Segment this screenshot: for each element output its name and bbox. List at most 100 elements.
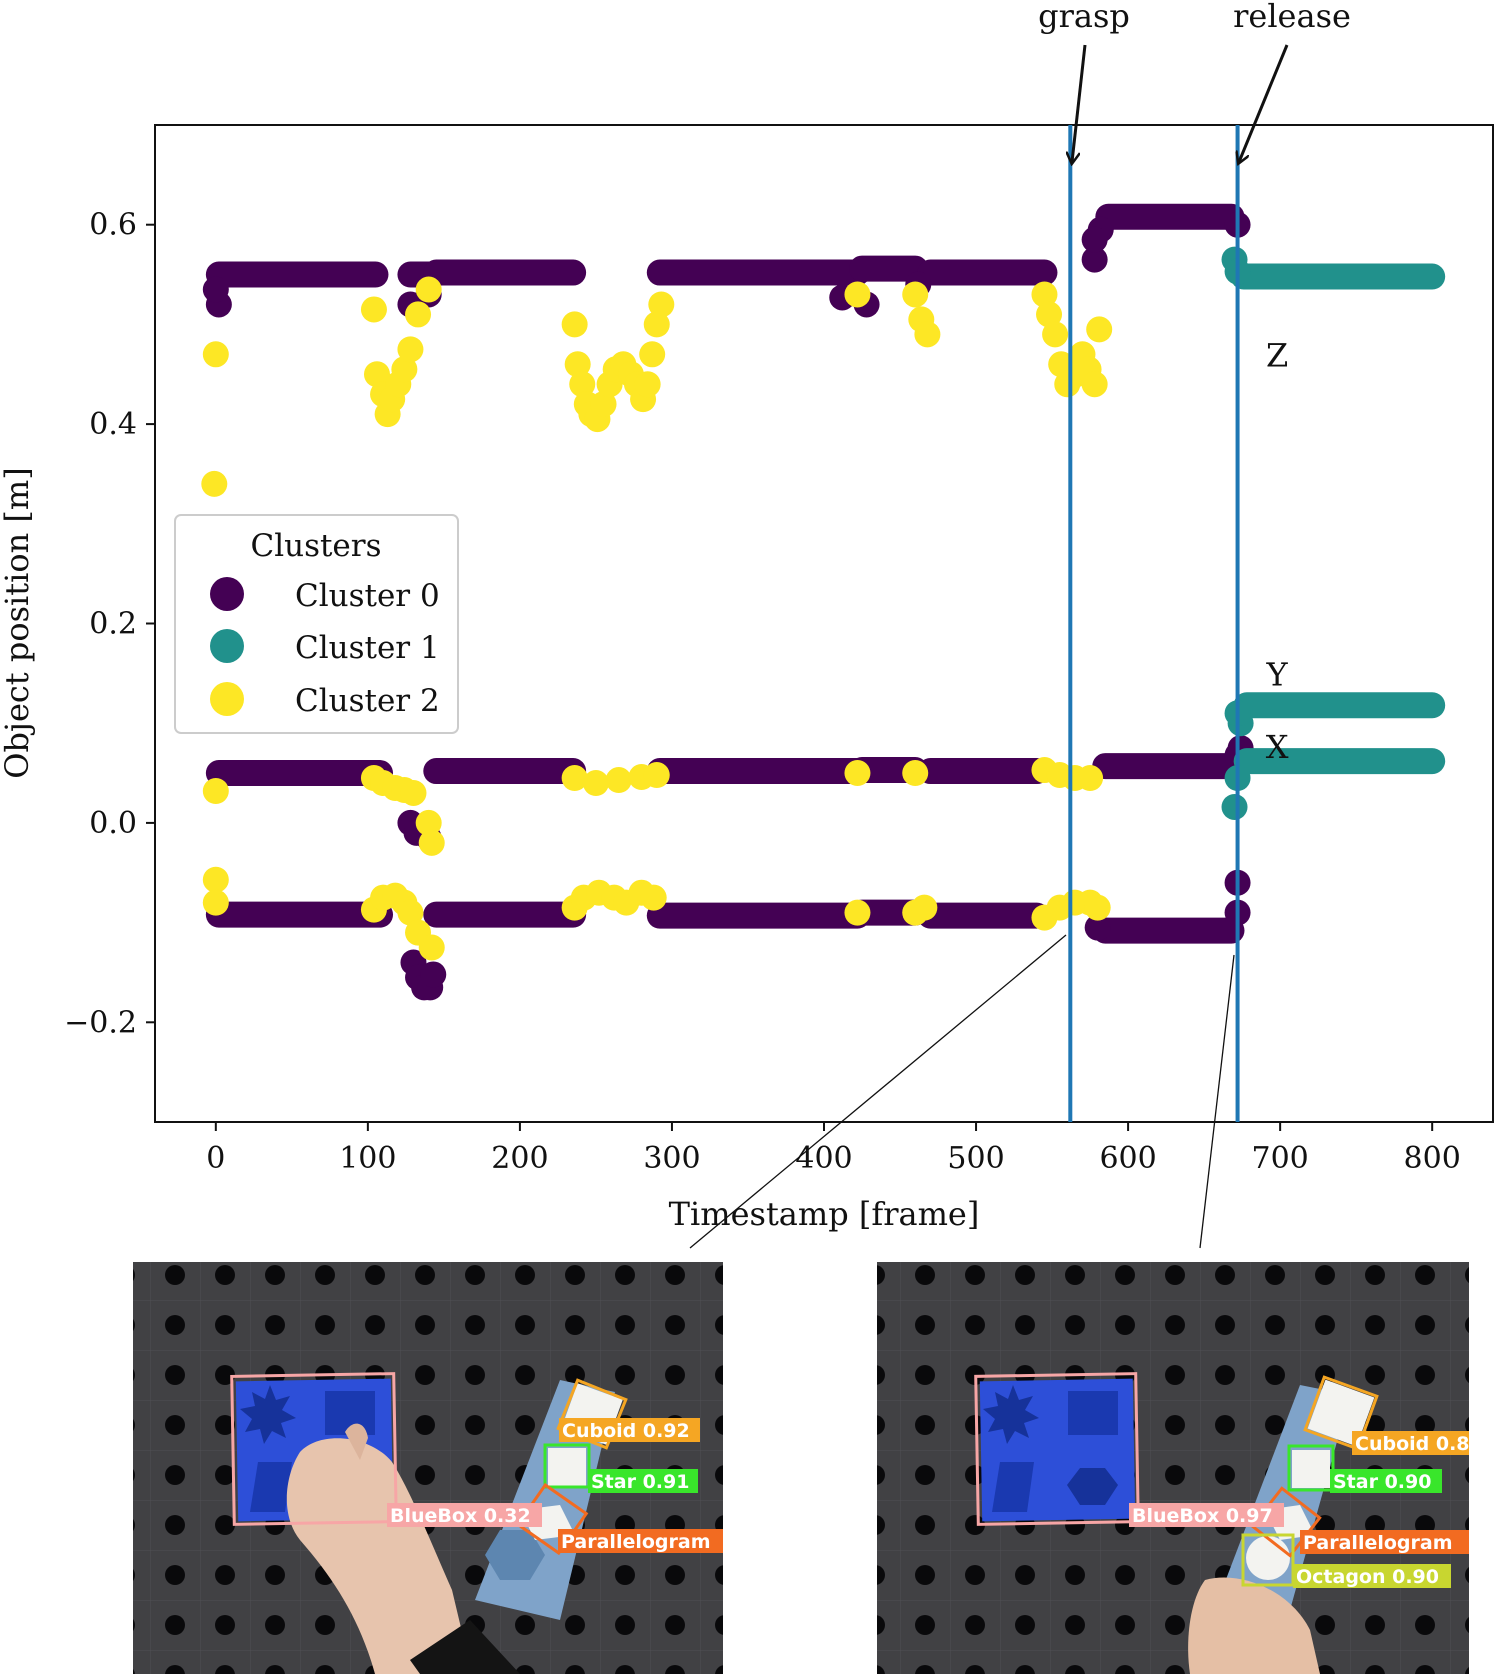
cluster-2-point: [643, 311, 670, 338]
detection-label-octagon-right: Octagon 0.90: [1296, 1566, 1439, 1588]
legend-label-cluster-1: Cluster 1: [295, 630, 440, 666]
grasp-arrow: [1072, 44, 1087, 162]
cluster-0-point: [1081, 226, 1108, 253]
detection-label-cuboid-right: Cuboid 0.8: [1355, 1433, 1470, 1455]
y-tick-label: 0.0: [89, 806, 137, 841]
cluster-0-point: [420, 961, 447, 988]
cluster-2-point: [360, 296, 387, 323]
cluster-2-point: [418, 934, 445, 961]
x-axis-title: Timestamp [frame]: [669, 1195, 980, 1233]
x-tick-label: 200: [491, 1141, 548, 1176]
release-arrow: [1239, 44, 1289, 162]
cluster-2-point: [1036, 301, 1063, 328]
cluster-2-point: [844, 760, 871, 787]
y-axis-title: Object position [m]: [0, 467, 36, 778]
event-lines: [1068, 125, 1240, 1122]
detection-label-cuboid: Cuboid 0.92: [562, 1420, 690, 1442]
detection-label-bluebox: BlueBox 0.32: [390, 1505, 531, 1527]
x-tick-label: 700: [1252, 1141, 1309, 1176]
cluster-2-point: [202, 866, 229, 893]
detection-label-star-right: Star 0.90: [1333, 1471, 1431, 1493]
cluster-2-point: [582, 770, 609, 797]
legend-label-cluster-0: Cluster 0: [295, 578, 440, 614]
cluster-2-point: [405, 301, 432, 328]
coordinate-labels: Z YX: [1266, 336, 1289, 766]
x-tick-label: 400: [795, 1141, 852, 1176]
cluster-2-point: [1086, 316, 1113, 343]
y-tick-label: 0.4: [89, 407, 137, 442]
cluster-2-point: [415, 809, 442, 836]
cluster-2-point: [634, 371, 661, 398]
hand-right: [1188, 1577, 1320, 1674]
coordinate-label-z: Z: [1266, 336, 1288, 374]
cluster-2-point: [363, 361, 390, 388]
cluster-2-point: [911, 894, 938, 921]
cluster-2-point: [844, 281, 871, 308]
cluster-2-point: [397, 336, 424, 363]
cluster-2-point: [569, 371, 596, 398]
cluster-2-point: [1084, 894, 1111, 921]
hand-left: [286, 1438, 472, 1674]
cluster-2-point: [201, 470, 228, 497]
cluster-2-point: [844, 899, 871, 926]
x-tick-label: 800: [1404, 1141, 1461, 1176]
cluster-2-point: [1031, 281, 1058, 308]
detection-box-cuboid-right: [1303, 1375, 1379, 1451]
coordinate-label-x: X: [1266, 728, 1289, 766]
cluster-2-point: [561, 311, 588, 338]
cluster-2-point: [391, 356, 418, 383]
cluster-2-point: [639, 341, 666, 368]
coordinate-label-y: Y: [1266, 655, 1289, 693]
legend-marker-cluster-0: [210, 577, 244, 611]
legend-marker-cluster-2: [210, 682, 244, 716]
cluster-2-point: [397, 899, 424, 926]
axis-ticks: 0 100 200 300 400 500 600 700 800 −0.2 0.0 0.2 0.4 0.…: [64, 208, 1461, 1176]
detection-box-bluebox-right: [974, 1372, 1140, 1526]
x-tick-label: 300: [643, 1141, 700, 1176]
cluster-0-point: [1084, 914, 1111, 941]
y-tick-label: −0.2: [64, 1005, 137, 1040]
x-tick-label: 500: [947, 1141, 1004, 1176]
cluster-2-point: [202, 889, 229, 916]
blue-box-object-right: [979, 1378, 1136, 1522]
cluster-2-point: [400, 779, 427, 806]
grasp-camera-frame: Cuboid 0.92 Star 0.91 BlueBox 0.32 Paral…: [133, 1262, 723, 1674]
cluster-2-point: [914, 321, 941, 348]
cluster-1-point: [1221, 793, 1248, 820]
series-cluster-0: [202, 203, 1254, 1001]
x-tick-label: 100: [339, 1141, 396, 1176]
cluster-2-point: [1081, 371, 1108, 398]
detection-label-star: Star 0.91: [591, 1471, 689, 1493]
detection-box-star: [543, 1443, 591, 1489]
x-tick-label: 600: [1099, 1141, 1156, 1176]
legend-title: Clusters: [250, 528, 381, 564]
legend: Clusters Cluster 0 Cluster 1 Cluster 2: [174, 514, 459, 734]
cluster-2-point: [605, 767, 632, 794]
cluster-2-point: [902, 281, 929, 308]
cluster-2-point: [643, 762, 670, 789]
cluster-2-point: [1042, 321, 1069, 348]
detection-label-parallelogram: Parallelogram: [561, 1531, 711, 1553]
cluster-2-point: [640, 884, 667, 911]
cluster-2-point: [418, 829, 445, 856]
cluster-0-point: [1081, 246, 1108, 273]
cluster-2-point: [590, 391, 617, 418]
cluster-2-point: [415, 276, 442, 303]
cluster-0-point: [202, 276, 229, 303]
y-tick-label: 0.2: [89, 607, 137, 642]
legend-marker-cluster-1: [210, 629, 244, 663]
cluster-2-point: [1077, 765, 1104, 792]
cluster-2-point: [202, 341, 229, 368]
scatter-series: [201, 203, 1446, 1001]
detection-label-bluebox-right: BlueBox 0.97: [1132, 1505, 1273, 1527]
detection-box-star-right: [1287, 1444, 1335, 1492]
x-tick-label: 0: [206, 1141, 225, 1176]
cluster-2-point: [564, 351, 591, 378]
release-camera-frame: Cuboid 0.8 Star 0.90 BlueBox 0.97 Parall…: [877, 1262, 1470, 1674]
release-connector-line: [1199, 954, 1235, 1249]
legend-label-cluster-2: Cluster 2: [295, 683, 440, 719]
detection-label-parallelogram-right: Parallelogram: [1303, 1532, 1453, 1554]
cluster-2-point: [648, 291, 675, 318]
release-annotation: release: [1233, 0, 1351, 35]
